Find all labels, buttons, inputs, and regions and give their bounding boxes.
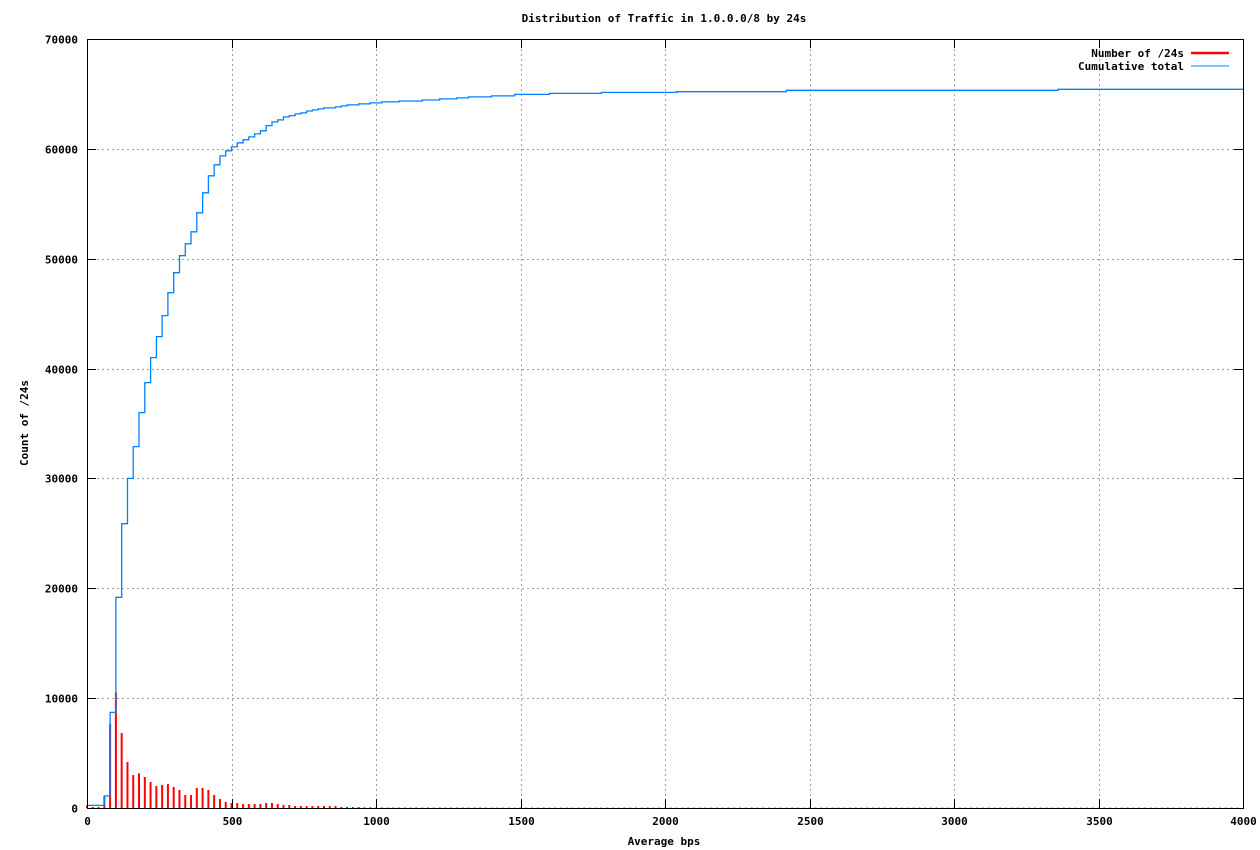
bar: [299, 806, 302, 808]
bar: [380, 807, 383, 809]
bar: [242, 804, 245, 808]
x-tick-label: 2500: [797, 815, 824, 828]
bar: [132, 775, 135, 808]
bar: [155, 786, 158, 808]
bar: [91, 807, 94, 808]
bar: [161, 785, 164, 808]
bar: [334, 806, 337, 808]
bar: [259, 804, 262, 808]
bar: [455, 807, 458, 809]
x-tick-label: 1500: [508, 815, 535, 828]
y-tick-label: 10000: [45, 693, 78, 706]
bar: [178, 789, 181, 808]
chart-title: Distribution of Traffic in 1.0.0.0/8 by …: [522, 12, 807, 25]
bar: [230, 803, 233, 808]
x-tick-label: 500: [223, 815, 243, 828]
bar: [282, 805, 285, 808]
bar: [409, 807, 412, 809]
bar: [415, 807, 418, 809]
bar: [479, 807, 482, 809]
bar: [253, 804, 256, 808]
bar: [432, 807, 435, 809]
bar: [114, 692, 117, 808]
plot-border: [87, 39, 1244, 809]
legend-label-number-of-24s: Number of /24s: [1091, 47, 1184, 60]
x-tick-label: 1000: [363, 815, 390, 828]
x-tick-label: 4000: [1230, 815, 1257, 828]
bar: [444, 807, 447, 809]
legend: Number of /24s Cumulative total: [1078, 47, 1229, 73]
x-tick-label: 3000: [941, 815, 968, 828]
bar: [149, 782, 152, 808]
bar: [184, 795, 187, 808]
bar: [265, 803, 268, 808]
bar: [294, 806, 297, 808]
y-tick-label: 50000: [45, 254, 78, 267]
bar: [213, 795, 216, 808]
bar: [450, 807, 453, 809]
bar: [97, 807, 100, 808]
cumulative-line: [87, 88, 1243, 807]
bar: [386, 807, 389, 809]
bar: [207, 789, 210, 808]
bar: [346, 807, 349, 808]
bar: [120, 733, 123, 808]
bar: [328, 806, 331, 808]
bar: [224, 801, 227, 808]
y-tick-label: 0: [71, 803, 78, 816]
y-tick-label: 20000: [45, 583, 78, 596]
bar: [421, 807, 424, 809]
x-tick-label: 0: [84, 815, 91, 828]
bar: [270, 803, 273, 808]
bar: [126, 762, 129, 808]
bar: [195, 788, 198, 808]
bar: [473, 807, 476, 809]
bar: [322, 806, 325, 808]
grid: [87, 39, 1243, 808]
bar: [236, 803, 239, 808]
x-axis-label: Average bps: [628, 835, 701, 848]
bar: [363, 807, 366, 809]
bar: [351, 807, 354, 808]
bar: [340, 807, 343, 808]
legend-label-cumulative-total: Cumulative total: [1078, 60, 1184, 73]
y-tick-label: 60000: [45, 144, 78, 157]
x-tick-label: 3500: [1086, 815, 1113, 828]
bar: [190, 795, 193, 808]
y-tick-label: 40000: [45, 364, 78, 377]
y-tick-label: 30000: [45, 473, 78, 486]
bar: [247, 804, 250, 808]
tick-labels: 0 500 1000 1500 2000 2500 3000 3500 400001000020…: [45, 34, 1257, 829]
bar: [317, 806, 320, 808]
bar: [438, 807, 441, 809]
bar: [461, 807, 464, 809]
bar: [392, 807, 395, 809]
bar: [311, 806, 314, 808]
bar: [467, 807, 470, 809]
bar: [357, 807, 360, 808]
bar: [276, 804, 279, 808]
bar: [484, 807, 487, 809]
bar: [288, 805, 291, 808]
y-tick-label: 70000: [45, 34, 78, 47]
axes: [87, 39, 1244, 809]
bar: [166, 784, 169, 808]
x-tick-label: 2000: [652, 815, 679, 828]
bar: [403, 807, 406, 809]
bar: [398, 807, 401, 809]
bar: [369, 807, 372, 809]
bar: [138, 773, 141, 808]
bar: [305, 806, 308, 808]
series-cumulative-total: [87, 88, 1243, 807]
series-number-of-24s: [86, 692, 1239, 809]
bar: [201, 788, 204, 808]
bar: [143, 777, 146, 808]
bar: [427, 807, 430, 809]
bar: [172, 787, 175, 808]
bar: [218, 798, 221, 808]
y-axis-label: Count of /24s: [18, 380, 31, 466]
